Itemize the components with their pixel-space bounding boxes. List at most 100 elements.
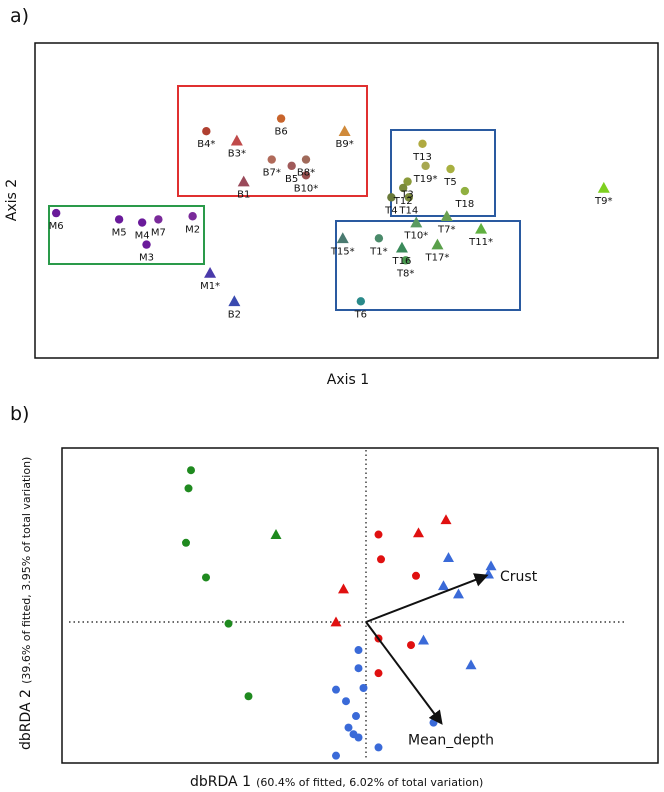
point-blue-8 (354, 646, 363, 655)
panel-a-xlabel: Axis 1 (327, 372, 369, 388)
point-label-t9-star: T9* (594, 196, 612, 207)
panel-b-ylabel-main: dbRDA 2 (18, 689, 34, 750)
point-label-b3-star: B3* (228, 149, 246, 160)
point-label-m5: M5 (112, 227, 127, 238)
point-label-t12: T12 (393, 196, 413, 207)
point-label-m3: M3 (139, 253, 154, 264)
point-red-3 (440, 514, 452, 525)
panel-a-points (51, 114, 610, 307)
point-red-6 (338, 583, 349, 594)
point-blue-13 (352, 712, 360, 721)
point-t6 (356, 297, 366, 306)
point-label-m4: M4 (135, 231, 150, 242)
point-t3 (403, 177, 412, 186)
point-t4 (387, 193, 396, 202)
point-label-t16: T16 (392, 256, 412, 267)
point-t9-star (597, 181, 610, 193)
point-label-b9-star: B9* (336, 139, 354, 150)
point-t10-star (410, 216, 423, 228)
point-label-t15-star: T15* (330, 246, 355, 257)
point-label-m7: M7 (151, 227, 166, 238)
point-blue-14 (344, 723, 353, 732)
point-green-7 (270, 529, 282, 539)
box-t-upper-group (390, 129, 496, 217)
point-t12 (398, 183, 408, 193)
panel-a-ylabel: Axis 2 (4, 179, 20, 221)
point-m1-star (204, 266, 217, 278)
point-m4 (137, 218, 147, 227)
point-blue-2 (485, 560, 497, 571)
point-b2 (228, 295, 241, 307)
point-b10-star (301, 171, 311, 180)
point-green-6 (244, 692, 253, 701)
panel-a-frame (34, 42, 659, 359)
point-m2 (188, 212, 197, 221)
panel-b-label: b) (10, 403, 29, 425)
vector-label-crust: Crust (500, 569, 538, 585)
point-label-t8-star: T8* (396, 268, 414, 279)
point-b5 (287, 161, 296, 171)
panel-b-vectors: Crust Mean_depth (365, 569, 538, 749)
point-blue-5 (453, 588, 464, 599)
point-label-t7-star: T7* (437, 224, 455, 235)
point-label-t14: T14 (398, 205, 418, 216)
point-red-9 (407, 641, 415, 650)
box-m-group (48, 205, 205, 265)
point-label-b4-star: B4* (197, 139, 215, 150)
point-green-5 (224, 619, 233, 628)
point-blue-6 (418, 634, 429, 645)
point-green-3 (182, 538, 190, 547)
panel-b-xlabel-main: dbRDA 1 (190, 774, 251, 790)
point-label-m6: M6 (49, 221, 64, 232)
point-green-1 (187, 466, 195, 475)
point-label-t11-star: T11* (468, 237, 493, 248)
point-label-b7-star: B7* (263, 168, 281, 179)
point-blue-16 (354, 733, 363, 742)
point-b9-star (338, 125, 351, 136)
point-blue-9 (354, 664, 363, 673)
point-t18 (460, 186, 470, 196)
point-red-7 (330, 616, 342, 627)
point-label-t13: T13 (412, 152, 432, 163)
vector-mean-depth (365, 621, 443, 725)
point-label-m1-star: M1* (200, 281, 220, 292)
panel-b-ylabel-detail: (39.6% of fitted, 3.95% of total variati… (20, 457, 33, 684)
point-b4-star (202, 127, 211, 136)
point-t19-star (421, 161, 430, 171)
point-label-t4: T4 (384, 205, 397, 216)
point-green-4 (202, 573, 210, 582)
point-label-b8-star: B8* (297, 168, 315, 179)
point-red-1 (374, 530, 383, 539)
point-blue-19 (374, 743, 383, 752)
point-m5 (114, 215, 124, 224)
point-red-5 (412, 571, 420, 580)
point-t16 (395, 241, 408, 253)
point-t8-star (401, 256, 410, 265)
point-blue-11 (332, 685, 340, 694)
panel-a-label: a) (10, 5, 29, 27)
point-m3 (142, 240, 151, 249)
point-label-b5: B5 (285, 174, 298, 185)
group-boxes (48, 85, 521, 311)
point-blue-17 (332, 751, 340, 760)
point-blue-4 (438, 580, 449, 591)
point-label-t17-star: T17* (425, 253, 450, 264)
point-red-10 (374, 669, 383, 678)
point-label-b1: B1 (237, 190, 250, 201)
point-t11-star (475, 222, 488, 234)
panel-b-xlabel: dbRDA 1 (60.4% of fitted, 6.02% of total… (190, 771, 483, 790)
box-b-group (177, 85, 368, 197)
point-label-m2: M2 (185, 224, 200, 235)
point-label-b6: B6 (274, 127, 287, 138)
point-blue-12 (342, 697, 350, 706)
point-label-b2: B2 (228, 309, 241, 320)
point-m7 (154, 215, 163, 224)
point-b3-star (230, 134, 243, 146)
point-t5 (446, 164, 455, 174)
point-m6 (51, 208, 61, 218)
point-label-t10-star: T10* (403, 231, 428, 242)
point-label-t3: T3 (400, 190, 413, 201)
point-t1-star (374, 234, 384, 243)
